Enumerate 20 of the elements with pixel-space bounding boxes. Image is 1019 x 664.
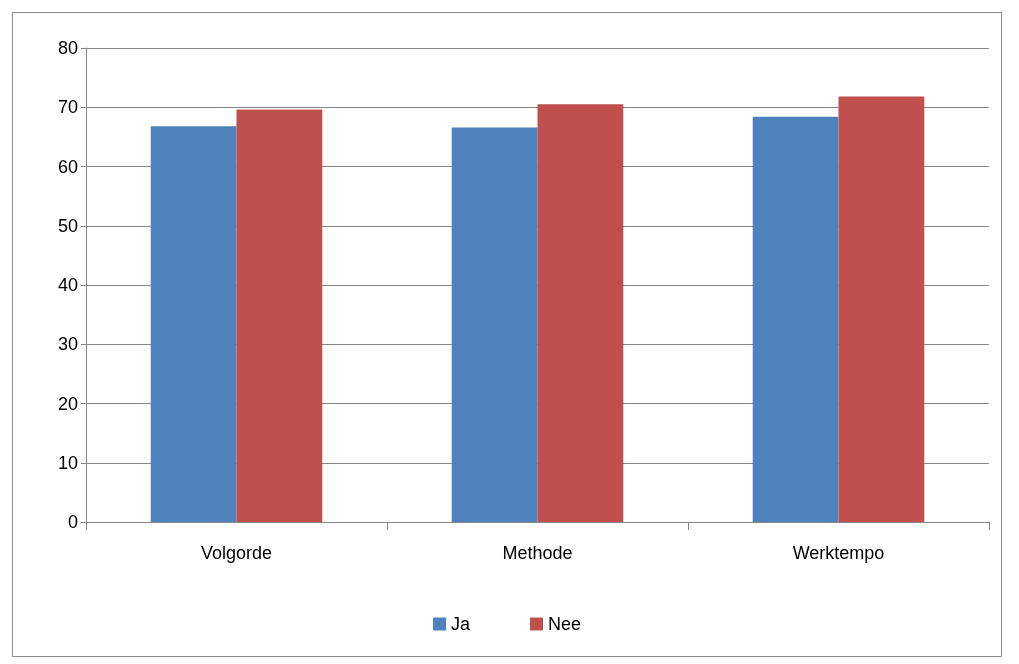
x-tick-label: Methode	[502, 543, 573, 563]
y-tick-label: 20	[57, 393, 78, 414]
bar	[752, 116, 839, 522]
legend-label: Nee	[548, 614, 582, 634]
y-tick-label: 70	[57, 97, 78, 118]
x-tick-label: Werktempo	[792, 543, 885, 563]
bar	[537, 104, 624, 522]
bar	[236, 109, 323, 522]
y-tick-label: 10	[57, 452, 78, 473]
bar	[451, 127, 538, 522]
y-tick-label: 0	[67, 512, 78, 532]
y-tick-label: 50	[57, 215, 78, 236]
y-tick-label: 80	[57, 38, 78, 58]
x-tick-label: Volgorde	[200, 543, 273, 563]
bar	[150, 126, 237, 522]
bar	[838, 96, 925, 522]
y-tick-label: 30	[57, 334, 78, 355]
y-tick-label: 60	[57, 156, 78, 177]
legend-label: Ja	[450, 614, 471, 634]
y-tick-label: 40	[57, 275, 78, 295]
